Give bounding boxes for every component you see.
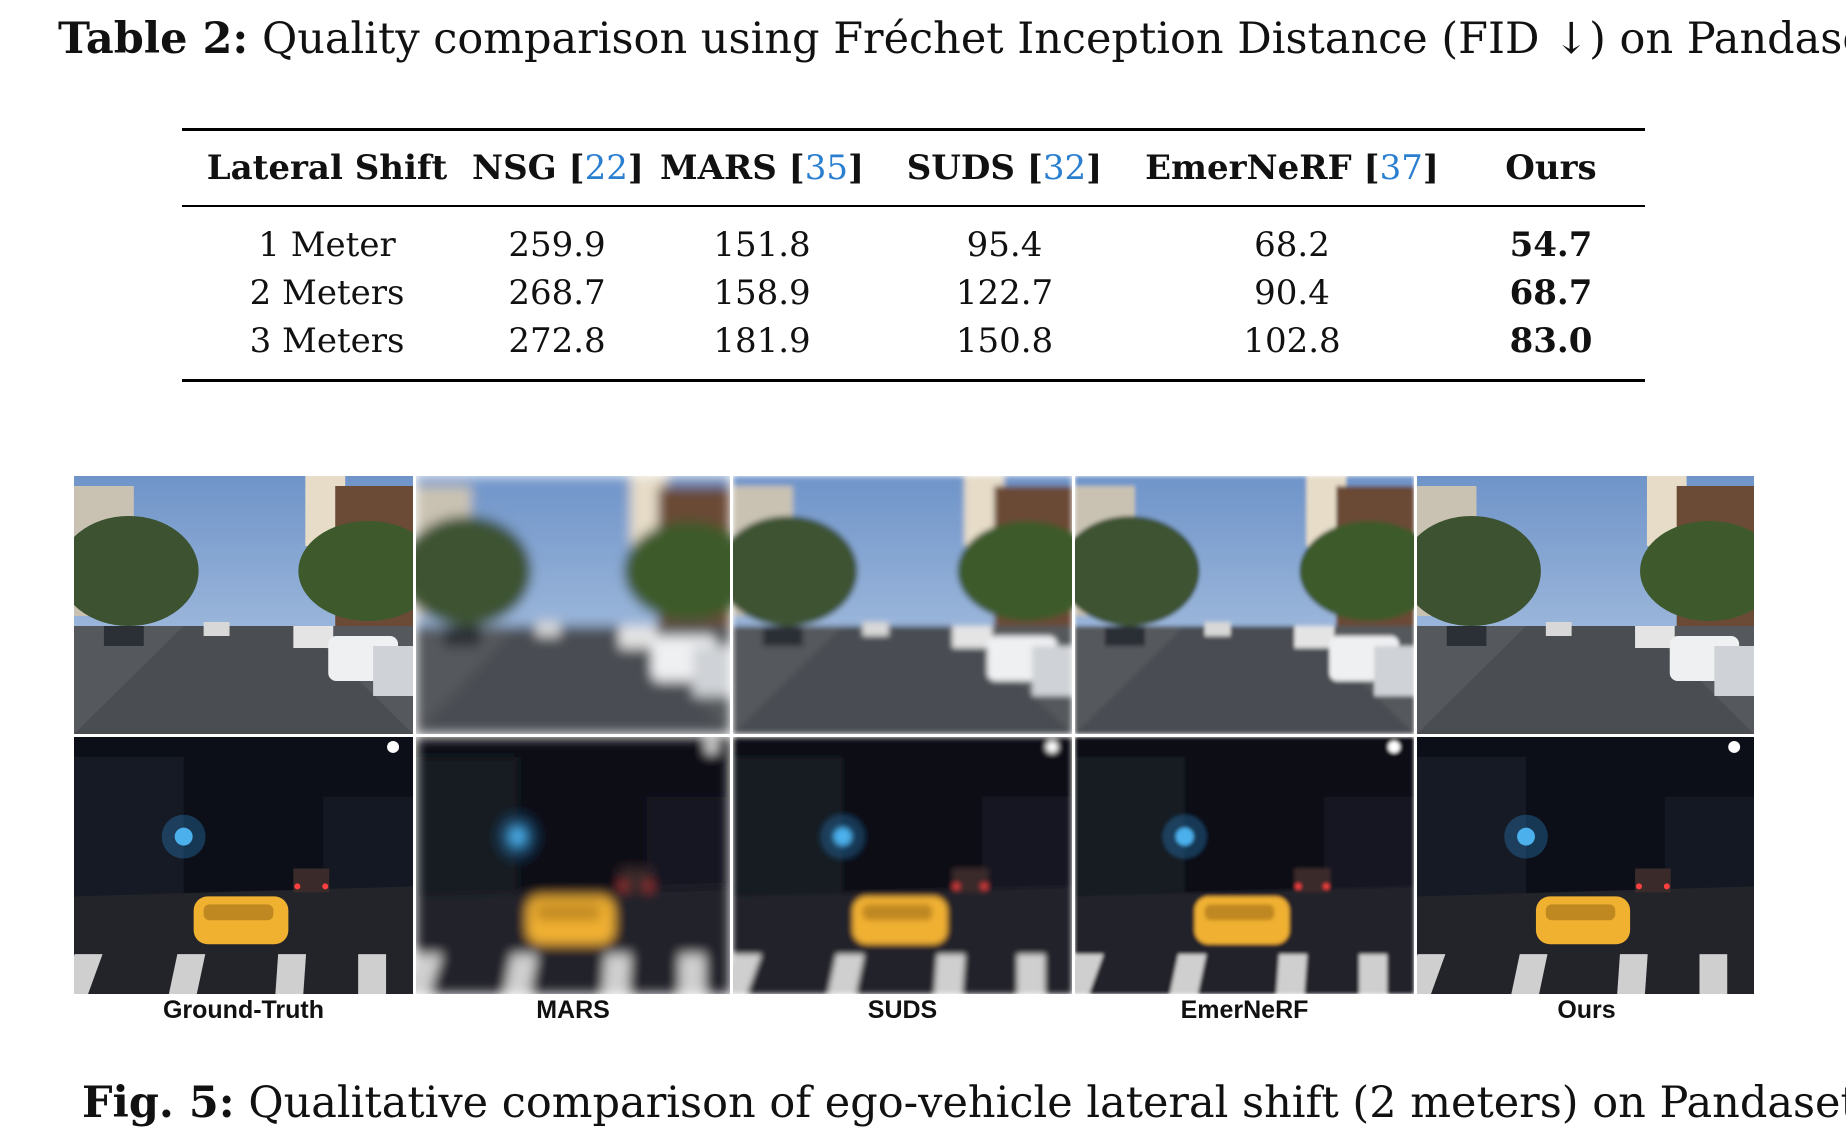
- table-cell-best: 83.0: [1509, 321, 1593, 361]
- table-cell: 1 Meter: [258, 225, 396, 265]
- table-cell: 150.8: [955, 321, 1054, 361]
- table-cell: 90.4: [1254, 273, 1330, 313]
- table-caption-text: Quality comparison using Fréchet Incepti…: [248, 14, 1846, 64]
- column-label-ours: Ours: [1557, 996, 1616, 1024]
- table-cell: 272.8: [508, 321, 606, 361]
- header-suds: SUDS [32]: [906, 148, 1103, 188]
- table-cell: 95.4: [966, 225, 1043, 265]
- table-cell-best: 54.7: [1509, 225, 1593, 265]
- table-cell: 259.9: [508, 225, 606, 265]
- table-cell: 158.9: [713, 273, 811, 313]
- header-lateral-shift: Lateral Shift: [206, 148, 448, 188]
- top-rule: [182, 128, 1645, 131]
- table-cell: 268.7: [508, 273, 606, 313]
- column-label-ground-truth: Ground-Truth: [162, 996, 325, 1024]
- table-caption: Table 2: Quality comparison using Fréche…: [58, 14, 1846, 64]
- table-row: 3 Meters 272.8 181.9 150.8 102.8 83.0: [182, 317, 1645, 365]
- column-label-suds: SUDS: [867, 996, 938, 1024]
- qualitative-figure: [74, 476, 1754, 994]
- day-image-suds: [733, 476, 1072, 734]
- header-nsg: NSG [22]: [472, 148, 644, 188]
- cite-link[interactable]: 37: [1379, 148, 1423, 188]
- table-cell: 151.8: [713, 225, 811, 265]
- table-cell: 2 Meters: [249, 273, 405, 313]
- table-cell-best: 68.7: [1509, 273, 1593, 313]
- header-mars: MARS [35]: [659, 148, 865, 188]
- table-cell: 3 Meters: [249, 321, 405, 361]
- figure-caption-label: Fig. 5:: [82, 1078, 235, 1128]
- cite-link[interactable]: 22: [584, 148, 628, 188]
- day-image-emernerf: [1075, 476, 1414, 734]
- day-image-ground-truth: [74, 476, 413, 734]
- fid-table: Lateral Shift NSG [22] MARS [35] SUDS [3…: [182, 128, 1645, 382]
- night-image-ours: [1417, 737, 1754, 994]
- table-cell: 102.8: [1243, 321, 1341, 361]
- night-image-emernerf: [1075, 737, 1414, 994]
- column-label-mars: MARS: [536, 996, 610, 1024]
- night-image-suds: [733, 737, 1072, 994]
- day-image-mars: [416, 476, 730, 734]
- header-ours: Ours: [1505, 148, 1597, 188]
- cite-link[interactable]: 32: [1042, 148, 1087, 188]
- bottom-rule: [182, 379, 1645, 382]
- table-row: 1 Meter 259.9 151.8 95.4 68.2 54.7: [182, 221, 1645, 269]
- night-image-mars: [416, 737, 730, 994]
- table-cell: 181.9: [713, 321, 811, 361]
- mid-rule: [182, 205, 1645, 207]
- table-row: 2 Meters 268.7 158.9 122.7 90.4 68.7: [182, 269, 1645, 317]
- table-header-row: Lateral Shift NSG [22] MARS [35] SUDS [3…: [182, 131, 1645, 205]
- cite-link[interactable]: 35: [804, 148, 848, 188]
- header-emernerf: EmerNeRF [37]: [1145, 148, 1439, 188]
- figure-caption-text: Qualitative comparison of ego-vehicle la…: [234, 1078, 1846, 1128]
- night-image-ground-truth: [74, 737, 413, 994]
- figure-caption: Fig. 5: Qualitative comparison of ego-ve…: [82, 1078, 1846, 1128]
- day-image-ours: [1417, 476, 1754, 734]
- table-caption-label: Table 2:: [58, 14, 249, 64]
- column-label-emernerf: EmerNeRF: [1180, 996, 1309, 1024]
- table-cell: 68.2: [1254, 225, 1330, 265]
- table-cell: 122.7: [955, 273, 1054, 313]
